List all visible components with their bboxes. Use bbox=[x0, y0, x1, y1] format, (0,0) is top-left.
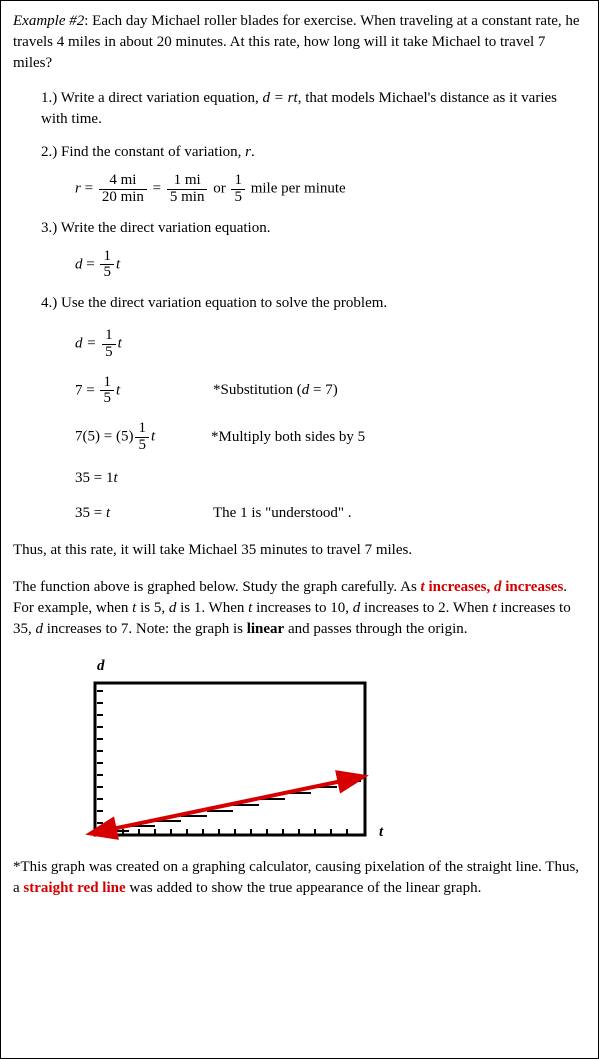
graph: d bbox=[73, 656, 586, 847]
document-page: Example #2: Each day Michael roller blad… bbox=[0, 0, 599, 1059]
eq-line-3: 7(5) = (5)15t *Multiply both sides by 5 bbox=[75, 421, 586, 454]
eq-line-2: 7 = 15t *Substitution (d = 7) bbox=[75, 375, 586, 408]
eq-line-1: d = 15t bbox=[75, 328, 586, 361]
step-3-text: 3.) Write the direct variation equation. bbox=[41, 218, 586, 239]
conclusion: Thus, at this rate, it will take Michael… bbox=[13, 540, 586, 561]
step-2: 2.) Find the constant of variation, r. r… bbox=[41, 142, 586, 206]
footnote: *This graph was created on a graphing ca… bbox=[13, 857, 586, 899]
example-prompt: Example #2: Each day Michael roller blad… bbox=[13, 11, 586, 74]
step-1: 1.) Write a direct variation equation, d… bbox=[41, 88, 586, 130]
red-line bbox=[93, 777, 361, 833]
example-label: Example #2 bbox=[13, 13, 84, 29]
prompt-text: : Each day Michael roller blades for exe… bbox=[13, 13, 580, 71]
graph-intro: The function above is graphed below. Stu… bbox=[13, 577, 586, 640]
step-2-equation: r = 4 mi20 min = 1 mi5 min or 15 mile pe… bbox=[75, 173, 586, 206]
step-2-text: 2.) Find the constant of variation, r. bbox=[41, 142, 586, 163]
axis-label-d: d bbox=[97, 656, 586, 677]
eq-line-4: 35 = 1t bbox=[75, 468, 586, 489]
y-ticks bbox=[97, 691, 103, 823]
step-3: 3.) Write the direct variation equation.… bbox=[41, 218, 586, 282]
eq-line-5: 35 = t The 1 is "understood" . bbox=[75, 503, 586, 524]
graph-box bbox=[95, 683, 365, 835]
step-1-text: 1.) Write a direct variation equation, d… bbox=[41, 88, 586, 130]
axis-label-t: t bbox=[379, 822, 383, 843]
step-3-equation: d = 15t bbox=[75, 249, 586, 282]
step-4-work: d = 15t 7 = 15t *Substitution (d = 7) 7(… bbox=[75, 328, 586, 524]
step-4: 4.) Use the direct variation equation to… bbox=[41, 293, 586, 524]
linear-graph-svg bbox=[73, 677, 373, 847]
step-4-text: 4.) Use the direct variation equation to… bbox=[41, 293, 586, 314]
